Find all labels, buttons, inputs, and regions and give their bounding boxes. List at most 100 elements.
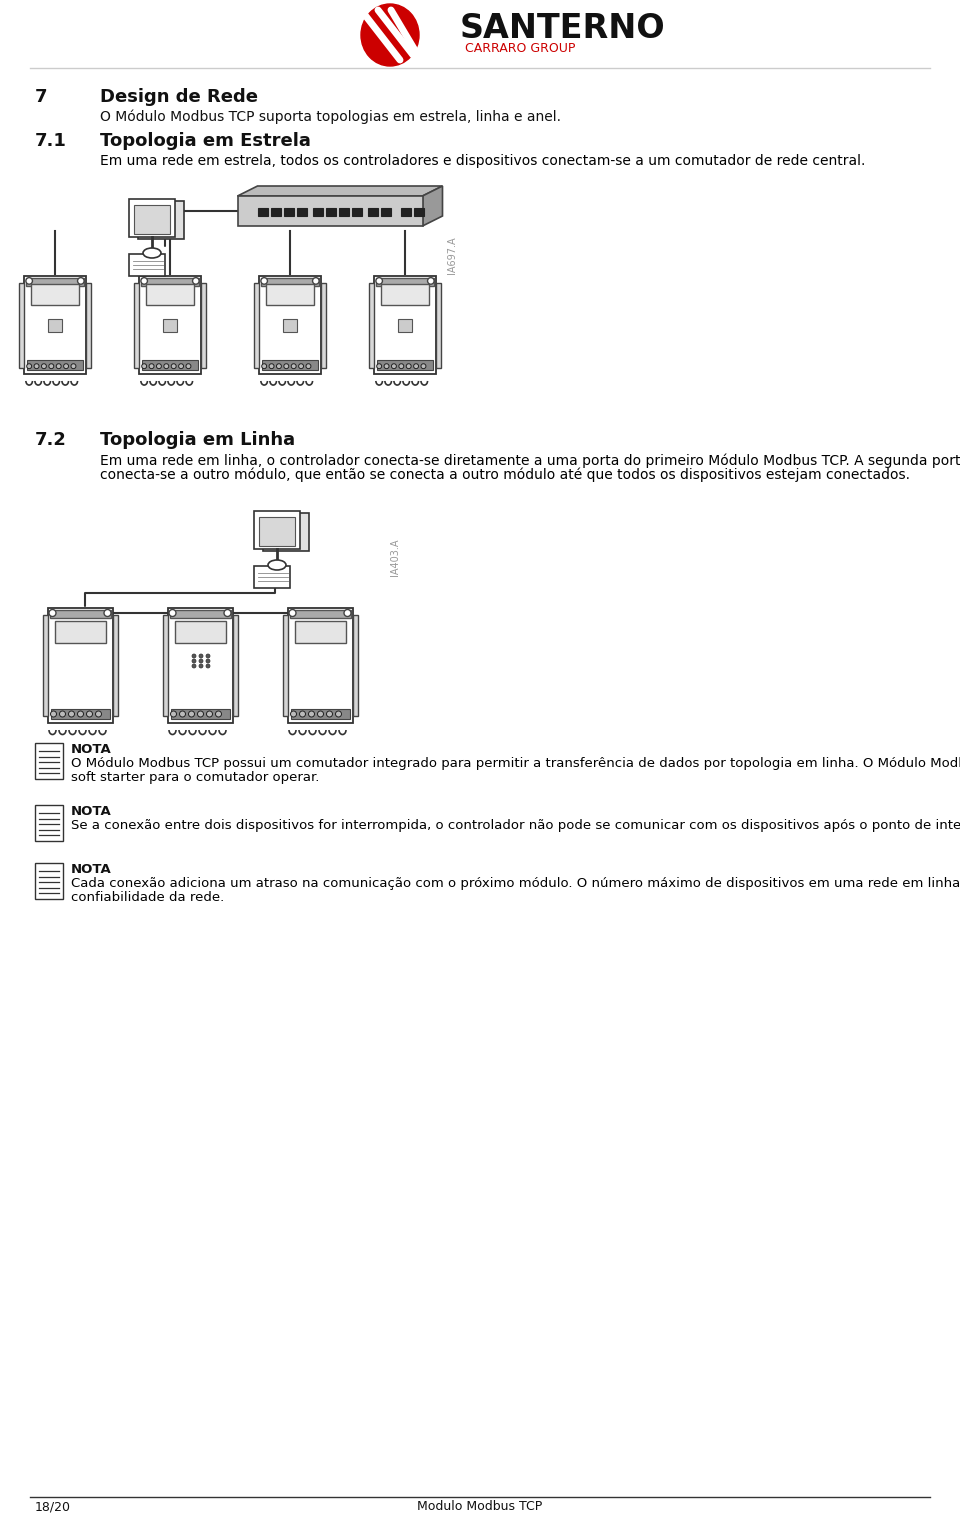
Circle shape: [215, 711, 222, 717]
FancyBboxPatch shape: [436, 283, 441, 368]
Circle shape: [276, 364, 281, 368]
Circle shape: [406, 364, 411, 368]
Text: soft starter para o comutador operar.: soft starter para o comutador operar.: [71, 771, 320, 783]
Circle shape: [193, 277, 199, 285]
Circle shape: [269, 364, 274, 368]
FancyBboxPatch shape: [112, 615, 117, 717]
Text: Modulo Modbus TCP: Modulo Modbus TCP: [418, 1500, 542, 1513]
FancyBboxPatch shape: [26, 277, 84, 286]
Circle shape: [376, 364, 382, 368]
FancyBboxPatch shape: [138, 201, 184, 239]
FancyBboxPatch shape: [321, 283, 325, 368]
Circle shape: [51, 711, 57, 717]
Circle shape: [313, 277, 319, 285]
Circle shape: [199, 659, 203, 664]
Circle shape: [414, 364, 419, 368]
Circle shape: [291, 711, 297, 717]
Circle shape: [206, 664, 210, 668]
Text: IA697.A: IA697.A: [447, 236, 457, 274]
FancyBboxPatch shape: [201, 283, 205, 368]
FancyBboxPatch shape: [31, 285, 79, 305]
Circle shape: [199, 664, 203, 668]
Circle shape: [164, 364, 169, 368]
Circle shape: [95, 711, 102, 717]
FancyBboxPatch shape: [27, 361, 84, 370]
Text: 7: 7: [35, 88, 47, 106]
Circle shape: [60, 711, 65, 717]
Circle shape: [299, 364, 303, 368]
Circle shape: [344, 609, 351, 617]
Circle shape: [206, 711, 212, 717]
Ellipse shape: [361, 5, 419, 67]
Circle shape: [149, 364, 154, 368]
FancyBboxPatch shape: [352, 615, 357, 717]
FancyBboxPatch shape: [35, 864, 63, 898]
Circle shape: [156, 364, 161, 368]
FancyBboxPatch shape: [262, 361, 319, 370]
Circle shape: [198, 711, 204, 717]
FancyBboxPatch shape: [48, 318, 61, 332]
Circle shape: [392, 364, 396, 368]
FancyBboxPatch shape: [51, 709, 109, 720]
Circle shape: [86, 711, 92, 717]
FancyBboxPatch shape: [283, 208, 294, 217]
Text: confiabilidade da rede.: confiabilidade da rede.: [71, 891, 225, 904]
Circle shape: [171, 364, 176, 368]
Text: O Módulo Modbus TCP possui um comutador integrado para permitir a transferência : O Módulo Modbus TCP possui um comutador …: [71, 758, 960, 770]
FancyBboxPatch shape: [266, 285, 314, 305]
Text: Em uma rede em linha, o controlador conecta-se diretamente a uma porta do primei: Em uma rede em linha, o controlador cone…: [100, 453, 960, 468]
FancyBboxPatch shape: [254, 283, 259, 368]
Circle shape: [27, 364, 32, 368]
Circle shape: [179, 364, 183, 368]
Text: 18/20: 18/20: [35, 1500, 71, 1513]
FancyBboxPatch shape: [142, 361, 199, 370]
FancyBboxPatch shape: [175, 621, 226, 642]
Circle shape: [326, 711, 332, 717]
Circle shape: [335, 711, 342, 717]
FancyBboxPatch shape: [291, 709, 349, 720]
FancyBboxPatch shape: [42, 615, 47, 717]
FancyBboxPatch shape: [398, 318, 412, 332]
FancyBboxPatch shape: [146, 285, 194, 305]
FancyBboxPatch shape: [170, 611, 230, 618]
Text: Design de Rede: Design de Rede: [100, 88, 258, 106]
FancyBboxPatch shape: [171, 709, 229, 720]
FancyBboxPatch shape: [283, 318, 297, 332]
Circle shape: [427, 277, 434, 285]
FancyBboxPatch shape: [85, 283, 90, 368]
Circle shape: [384, 364, 389, 368]
Text: SANTERNO: SANTERNO: [460, 12, 665, 45]
FancyBboxPatch shape: [134, 283, 139, 368]
FancyBboxPatch shape: [257, 208, 268, 217]
Circle shape: [171, 711, 177, 717]
Circle shape: [284, 364, 289, 368]
Circle shape: [169, 609, 176, 617]
Circle shape: [300, 711, 305, 717]
Text: Se a conexão entre dois dispositivos for interrompida, o controlador não pode se: Se a conexão entre dois dispositivos for…: [71, 820, 960, 832]
FancyBboxPatch shape: [254, 567, 290, 588]
FancyBboxPatch shape: [325, 208, 335, 217]
FancyBboxPatch shape: [376, 277, 434, 286]
FancyBboxPatch shape: [19, 283, 24, 368]
FancyBboxPatch shape: [129, 198, 175, 236]
FancyBboxPatch shape: [259, 517, 295, 545]
Text: O Módulo Modbus TCP suporta topologias em estrela, linha e anel.: O Módulo Modbus TCP suporta topologias e…: [100, 111, 561, 124]
Circle shape: [104, 609, 111, 617]
Circle shape: [68, 711, 75, 717]
Circle shape: [291, 364, 296, 368]
Text: IA403.A: IA403.A: [390, 538, 400, 576]
Text: 7.1: 7.1: [35, 132, 67, 150]
Circle shape: [289, 609, 296, 617]
FancyBboxPatch shape: [290, 611, 350, 618]
Ellipse shape: [143, 248, 161, 258]
FancyBboxPatch shape: [400, 208, 411, 217]
FancyBboxPatch shape: [129, 255, 165, 276]
FancyBboxPatch shape: [261, 277, 319, 286]
Circle shape: [41, 364, 46, 368]
Text: Em uma rede em estrela, todos os controladores e dispositivos conectam-se a um c: Em uma rede em estrela, todos os control…: [100, 155, 865, 168]
Circle shape: [78, 277, 84, 285]
FancyBboxPatch shape: [134, 205, 170, 233]
Circle shape: [63, 364, 68, 368]
Circle shape: [26, 277, 33, 285]
Text: NOTA: NOTA: [71, 864, 111, 876]
